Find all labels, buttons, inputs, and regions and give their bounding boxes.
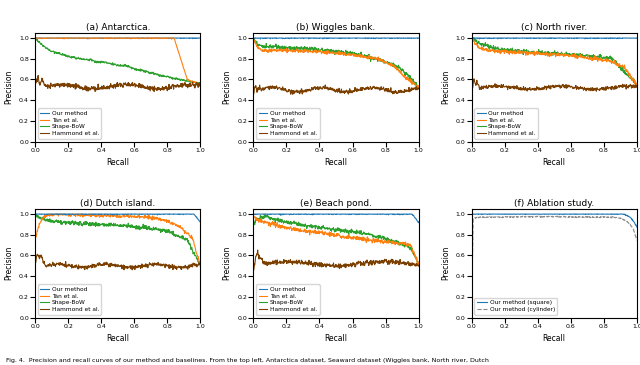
Y-axis label: Precision: Precision — [223, 70, 232, 104]
Title: (f) Ablation study.: (f) Ablation study. — [514, 199, 595, 208]
X-axis label: Recall: Recall — [543, 158, 566, 167]
X-axis label: Recall: Recall — [324, 334, 348, 343]
Legend: Our method, Tan et al., Shape-BoW, Hammond et al.: Our method, Tan et al., Shape-BoW, Hammo… — [38, 108, 101, 139]
X-axis label: Recall: Recall — [324, 158, 348, 167]
Title: (c) North river.: (c) North river. — [521, 23, 588, 32]
Legend: Our method, Tan et al., Shape-BoW, Hammond et al.: Our method, Tan et al., Shape-BoW, Hammo… — [38, 284, 101, 315]
Legend: Our method, Tan et al., Shape-BoW, Hammond et al.: Our method, Tan et al., Shape-BoW, Hammo… — [256, 108, 319, 139]
Legend: Our method, Tan et al., Shape-BoW, Hammond et al.: Our method, Tan et al., Shape-BoW, Hammo… — [256, 284, 319, 315]
Y-axis label: Precision: Precision — [441, 70, 450, 104]
Y-axis label: Precision: Precision — [441, 246, 450, 280]
Legend: Our method (square), Our method (cylinder): Our method (square), Our method (cylinde… — [474, 298, 557, 315]
Y-axis label: Precision: Precision — [4, 70, 13, 104]
X-axis label: Recall: Recall — [106, 334, 129, 343]
Title: (a) Antarctica.: (a) Antarctica. — [86, 23, 150, 32]
Y-axis label: Precision: Precision — [4, 246, 13, 280]
Title: (d) Dutch island.: (d) Dutch island. — [80, 199, 156, 208]
Title: (e) Beach pond.: (e) Beach pond. — [300, 199, 372, 208]
X-axis label: Recall: Recall — [543, 334, 566, 343]
Y-axis label: Precision: Precision — [223, 246, 232, 280]
Text: Fig. 4.  Precision and recall curves of our method and baselines. From the top l: Fig. 4. Precision and recall curves of o… — [6, 358, 489, 363]
Title: (b) Wiggles bank.: (b) Wiggles bank. — [296, 23, 376, 32]
X-axis label: Recall: Recall — [106, 158, 129, 167]
Legend: Our method, Tan et al., Shape-BoW, Hammond et al.: Our method, Tan et al., Shape-BoW, Hammo… — [474, 108, 538, 139]
